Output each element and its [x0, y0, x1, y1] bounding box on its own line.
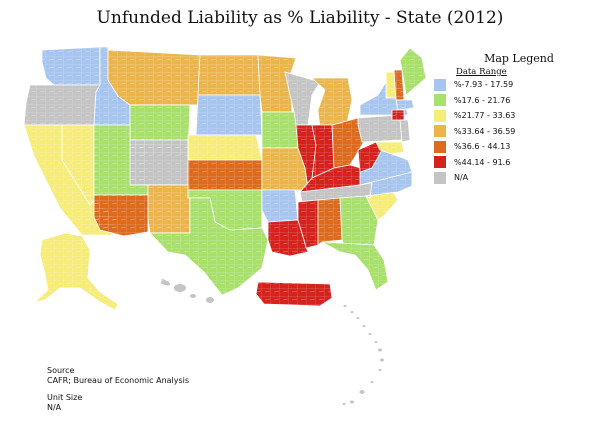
legend-title: Map Legend: [484, 52, 554, 65]
county-texture-ma: [396, 100, 414, 110]
legend-label: %33.64 - 36.59: [454, 126, 516, 136]
legend-label: %17.6 - 21.76: [454, 95, 511, 105]
county-texture-fl: [322, 242, 388, 290]
legend-label: %-7.93 - 17.59: [454, 80, 514, 90]
county-texture-ne: [188, 135, 262, 160]
county-texture-pr: [256, 282, 332, 306]
legend-item: %33.64 - 36.59: [434, 124, 594, 140]
county-texture-in: [312, 125, 334, 178]
legend-subtitle: Data Range: [456, 67, 507, 77]
legend-swatch: [434, 78, 446, 91]
unit-value: N/A: [47, 403, 62, 412]
county-texture-sc: [366, 190, 398, 220]
county-texture-nd: [198, 55, 260, 95]
pacific-islands: [166, 282, 384, 405]
county-texture-wa: [42, 47, 100, 85]
county-texture-wv: [358, 142, 382, 172]
legend-item: N/A: [434, 170, 594, 186]
county-texture-ms: [298, 200, 318, 248]
legend-label: N/A: [454, 173, 469, 183]
map-title: Unfunded Liability as % Liability - Stat…: [96, 8, 504, 28]
county-texture-az: [94, 195, 148, 236]
county-texture-ak: [35, 233, 118, 310]
county-texture-nh: [394, 70, 404, 100]
county-texture-nc: [366, 172, 412, 198]
unit-block: Unit Size N/A: [47, 393, 82, 413]
legend-label: %21.77 - 33.63: [454, 111, 516, 121]
legend-swatch: [434, 94, 446, 107]
legend-swatch: [434, 125, 446, 138]
county-texture-nv: [62, 125, 94, 205]
legend-label: %44.14 - 91.6: [454, 157, 511, 167]
county-texture-nm: [148, 185, 190, 233]
legend-item: %44.14 - 91.6: [434, 155, 594, 171]
source-heading: Source: [47, 366, 75, 375]
map-legend: Map Legend Data Range %-7.93 - 17.59 %17.…: [434, 52, 594, 186]
county-texture-la: [268, 220, 308, 256]
legend-item: %21.77 - 33.63: [434, 108, 594, 124]
county-texture-al: [318, 198, 342, 245]
county-texture-il: [296, 125, 316, 188]
unit-heading: Unit Size: [47, 393, 83, 402]
county-texture-oh: [332, 118, 365, 168]
legend-label: %36.6 - 44.13: [454, 142, 511, 152]
source-block: Source CAFR; Bureau of Economic Analysis: [47, 366, 189, 386]
legend-swatch: [434, 171, 446, 184]
county-texture-vt: [386, 72, 396, 98]
county-texture-id: [94, 47, 130, 125]
legend-swatch: [434, 140, 446, 153]
legend-item: %-7.93 - 17.59: [434, 77, 594, 93]
county-texture-ga: [340, 196, 378, 245]
county-texture-co: [130, 140, 188, 185]
county-texture-mi: [312, 78, 352, 130]
county-texture-nj: [400, 120, 410, 142]
county-texture-ok: [188, 190, 262, 230]
county-texture-wi: [285, 72, 320, 125]
county-texture-or: [24, 85, 100, 125]
county-texture-ks: [188, 160, 262, 190]
county-texture-ct: [392, 110, 404, 120]
county-texture-sd: [196, 95, 262, 135]
source-value: CAFR; Bureau of Economic Analysis: [47, 376, 190, 385]
county-texture-pa: [358, 115, 402, 142]
legend-swatch: [434, 109, 446, 122]
county-texture-me: [400, 48, 426, 95]
legend-swatch: [434, 156, 446, 169]
county-texture-mt: [108, 50, 200, 105]
county-texture-md: [376, 142, 404, 154]
county-texture-mn: [258, 55, 296, 112]
county-texture-ca: [24, 125, 116, 235]
county-texture-ia: [262, 112, 303, 148]
county-texture-ky: [300, 165, 368, 192]
county-texture-ar: [262, 190, 298, 222]
legend-item: %36.6 - 44.13: [434, 139, 594, 155]
legend-item: %17.6 - 21.76: [434, 93, 594, 109]
county-texture-mo: [262, 148, 310, 190]
county-texture-tx: [150, 198, 268, 295]
